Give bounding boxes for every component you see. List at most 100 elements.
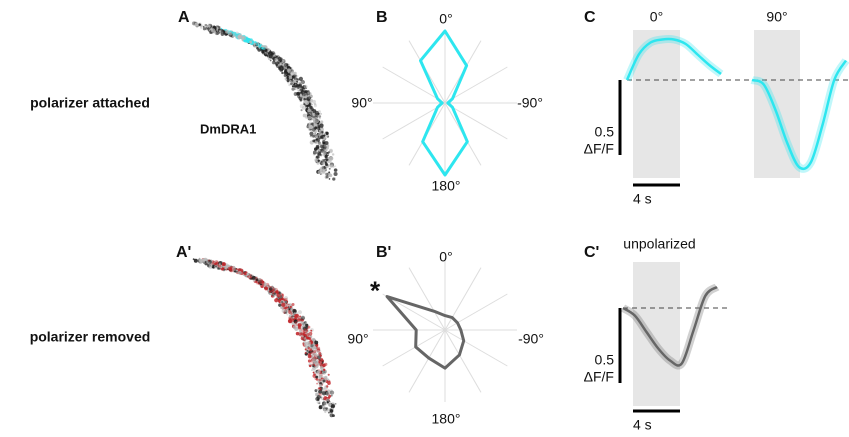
image-dot bbox=[301, 335, 304, 338]
image-dot bbox=[317, 148, 321, 152]
image-dot bbox=[326, 401, 329, 404]
condition-label: 90° bbox=[766, 9, 787, 25]
image-dot bbox=[315, 377, 319, 381]
image-dot bbox=[320, 361, 322, 364]
image-dot bbox=[278, 58, 282, 62]
image-dot bbox=[293, 312, 296, 314]
image-dot bbox=[228, 31, 233, 36]
image-dot bbox=[316, 388, 320, 391]
image-dot bbox=[304, 352, 307, 355]
image-dot bbox=[306, 332, 311, 337]
image-dot bbox=[301, 106, 306, 110]
image-dot bbox=[211, 261, 214, 264]
image-dot bbox=[301, 86, 304, 89]
image-dot bbox=[327, 159, 332, 164]
image-dot bbox=[284, 62, 289, 68]
image-dot bbox=[298, 332, 302, 336]
image-dot bbox=[320, 166, 324, 171]
image-dot bbox=[311, 358, 316, 363]
image-dot bbox=[239, 35, 242, 39]
image-dot bbox=[311, 337, 316, 342]
spoke bbox=[444, 267, 482, 331]
image-dot bbox=[315, 138, 318, 141]
image-dot bbox=[322, 151, 327, 156]
trace bbox=[622, 285, 718, 367]
spoke bbox=[444, 329, 508, 367]
image-dot bbox=[321, 404, 324, 407]
image-dot bbox=[320, 127, 324, 132]
image-dot bbox=[242, 36, 247, 40]
image-dot bbox=[305, 336, 309, 340]
image-dot bbox=[329, 148, 333, 153]
image-dot bbox=[284, 297, 288, 302]
image-dot bbox=[286, 308, 290, 312]
image-dot bbox=[304, 348, 307, 351]
polar-trace bbox=[419, 29, 469, 177]
scale-label: 4 s bbox=[633, 191, 652, 207]
image-dot bbox=[310, 344, 314, 348]
image-dot bbox=[220, 31, 224, 36]
image-dot bbox=[306, 341, 311, 346]
image-dot bbox=[305, 106, 309, 110]
image-dot bbox=[296, 91, 300, 96]
image-dot bbox=[334, 165, 337, 167]
image-dot bbox=[264, 51, 268, 55]
image-dot bbox=[271, 60, 276, 65]
image-dot bbox=[212, 265, 215, 269]
image-dot bbox=[292, 79, 296, 83]
image-dot bbox=[314, 347, 318, 350]
image-dot bbox=[323, 402, 327, 406]
image-dot bbox=[318, 132, 323, 137]
row-label: polarizer removed bbox=[30, 329, 151, 345]
image-dot bbox=[317, 159, 320, 162]
image-dot bbox=[206, 261, 210, 265]
image-dot bbox=[311, 352, 316, 357]
image-dot bbox=[306, 333, 310, 337]
image-dot bbox=[321, 138, 324, 141]
image-dot bbox=[297, 83, 303, 88]
image-dot bbox=[320, 160, 323, 163]
image-dot bbox=[316, 151, 321, 156]
spoke bbox=[408, 267, 446, 331]
image-dot bbox=[307, 346, 311, 350]
image-dot bbox=[328, 167, 331, 170]
image-dot bbox=[318, 383, 322, 388]
image-dot bbox=[323, 368, 326, 371]
image-dot bbox=[333, 168, 338, 172]
image-dot bbox=[256, 46, 259, 50]
image-dot bbox=[312, 113, 315, 117]
image-dot bbox=[278, 291, 282, 295]
angle-label: 180° bbox=[432, 178, 461, 194]
image-dot bbox=[294, 314, 298, 318]
image-dot bbox=[268, 287, 273, 291]
image-dot bbox=[316, 346, 321, 351]
image-dot bbox=[288, 315, 292, 318]
image-dot bbox=[325, 169, 327, 172]
image-dot bbox=[250, 274, 253, 277]
image-dot bbox=[324, 141, 329, 146]
image-dot bbox=[218, 263, 221, 265]
image-dot bbox=[218, 264, 223, 269]
image-dot bbox=[328, 403, 332, 407]
image-dot bbox=[321, 165, 326, 170]
image-dot bbox=[316, 400, 321, 405]
image-dot bbox=[321, 162, 325, 166]
image-dot bbox=[302, 113, 307, 118]
image-dot bbox=[329, 389, 333, 393]
image-dot bbox=[255, 43, 259, 46]
image-dot bbox=[309, 105, 313, 109]
image-dot bbox=[308, 330, 311, 332]
image-dot bbox=[289, 305, 292, 309]
image-dot bbox=[313, 119, 318, 125]
image-dot bbox=[318, 393, 321, 396]
condition-label: 0° bbox=[650, 9, 663, 25]
image-dot bbox=[203, 23, 208, 28]
image-dot bbox=[309, 350, 312, 354]
image-dot bbox=[300, 93, 303, 96]
image-dot bbox=[202, 257, 207, 262]
image-dot bbox=[328, 178, 331, 180]
image-dot bbox=[294, 88, 297, 91]
image-dot bbox=[320, 112, 323, 115]
image-dot bbox=[316, 155, 320, 159]
image-dot bbox=[295, 84, 299, 88]
